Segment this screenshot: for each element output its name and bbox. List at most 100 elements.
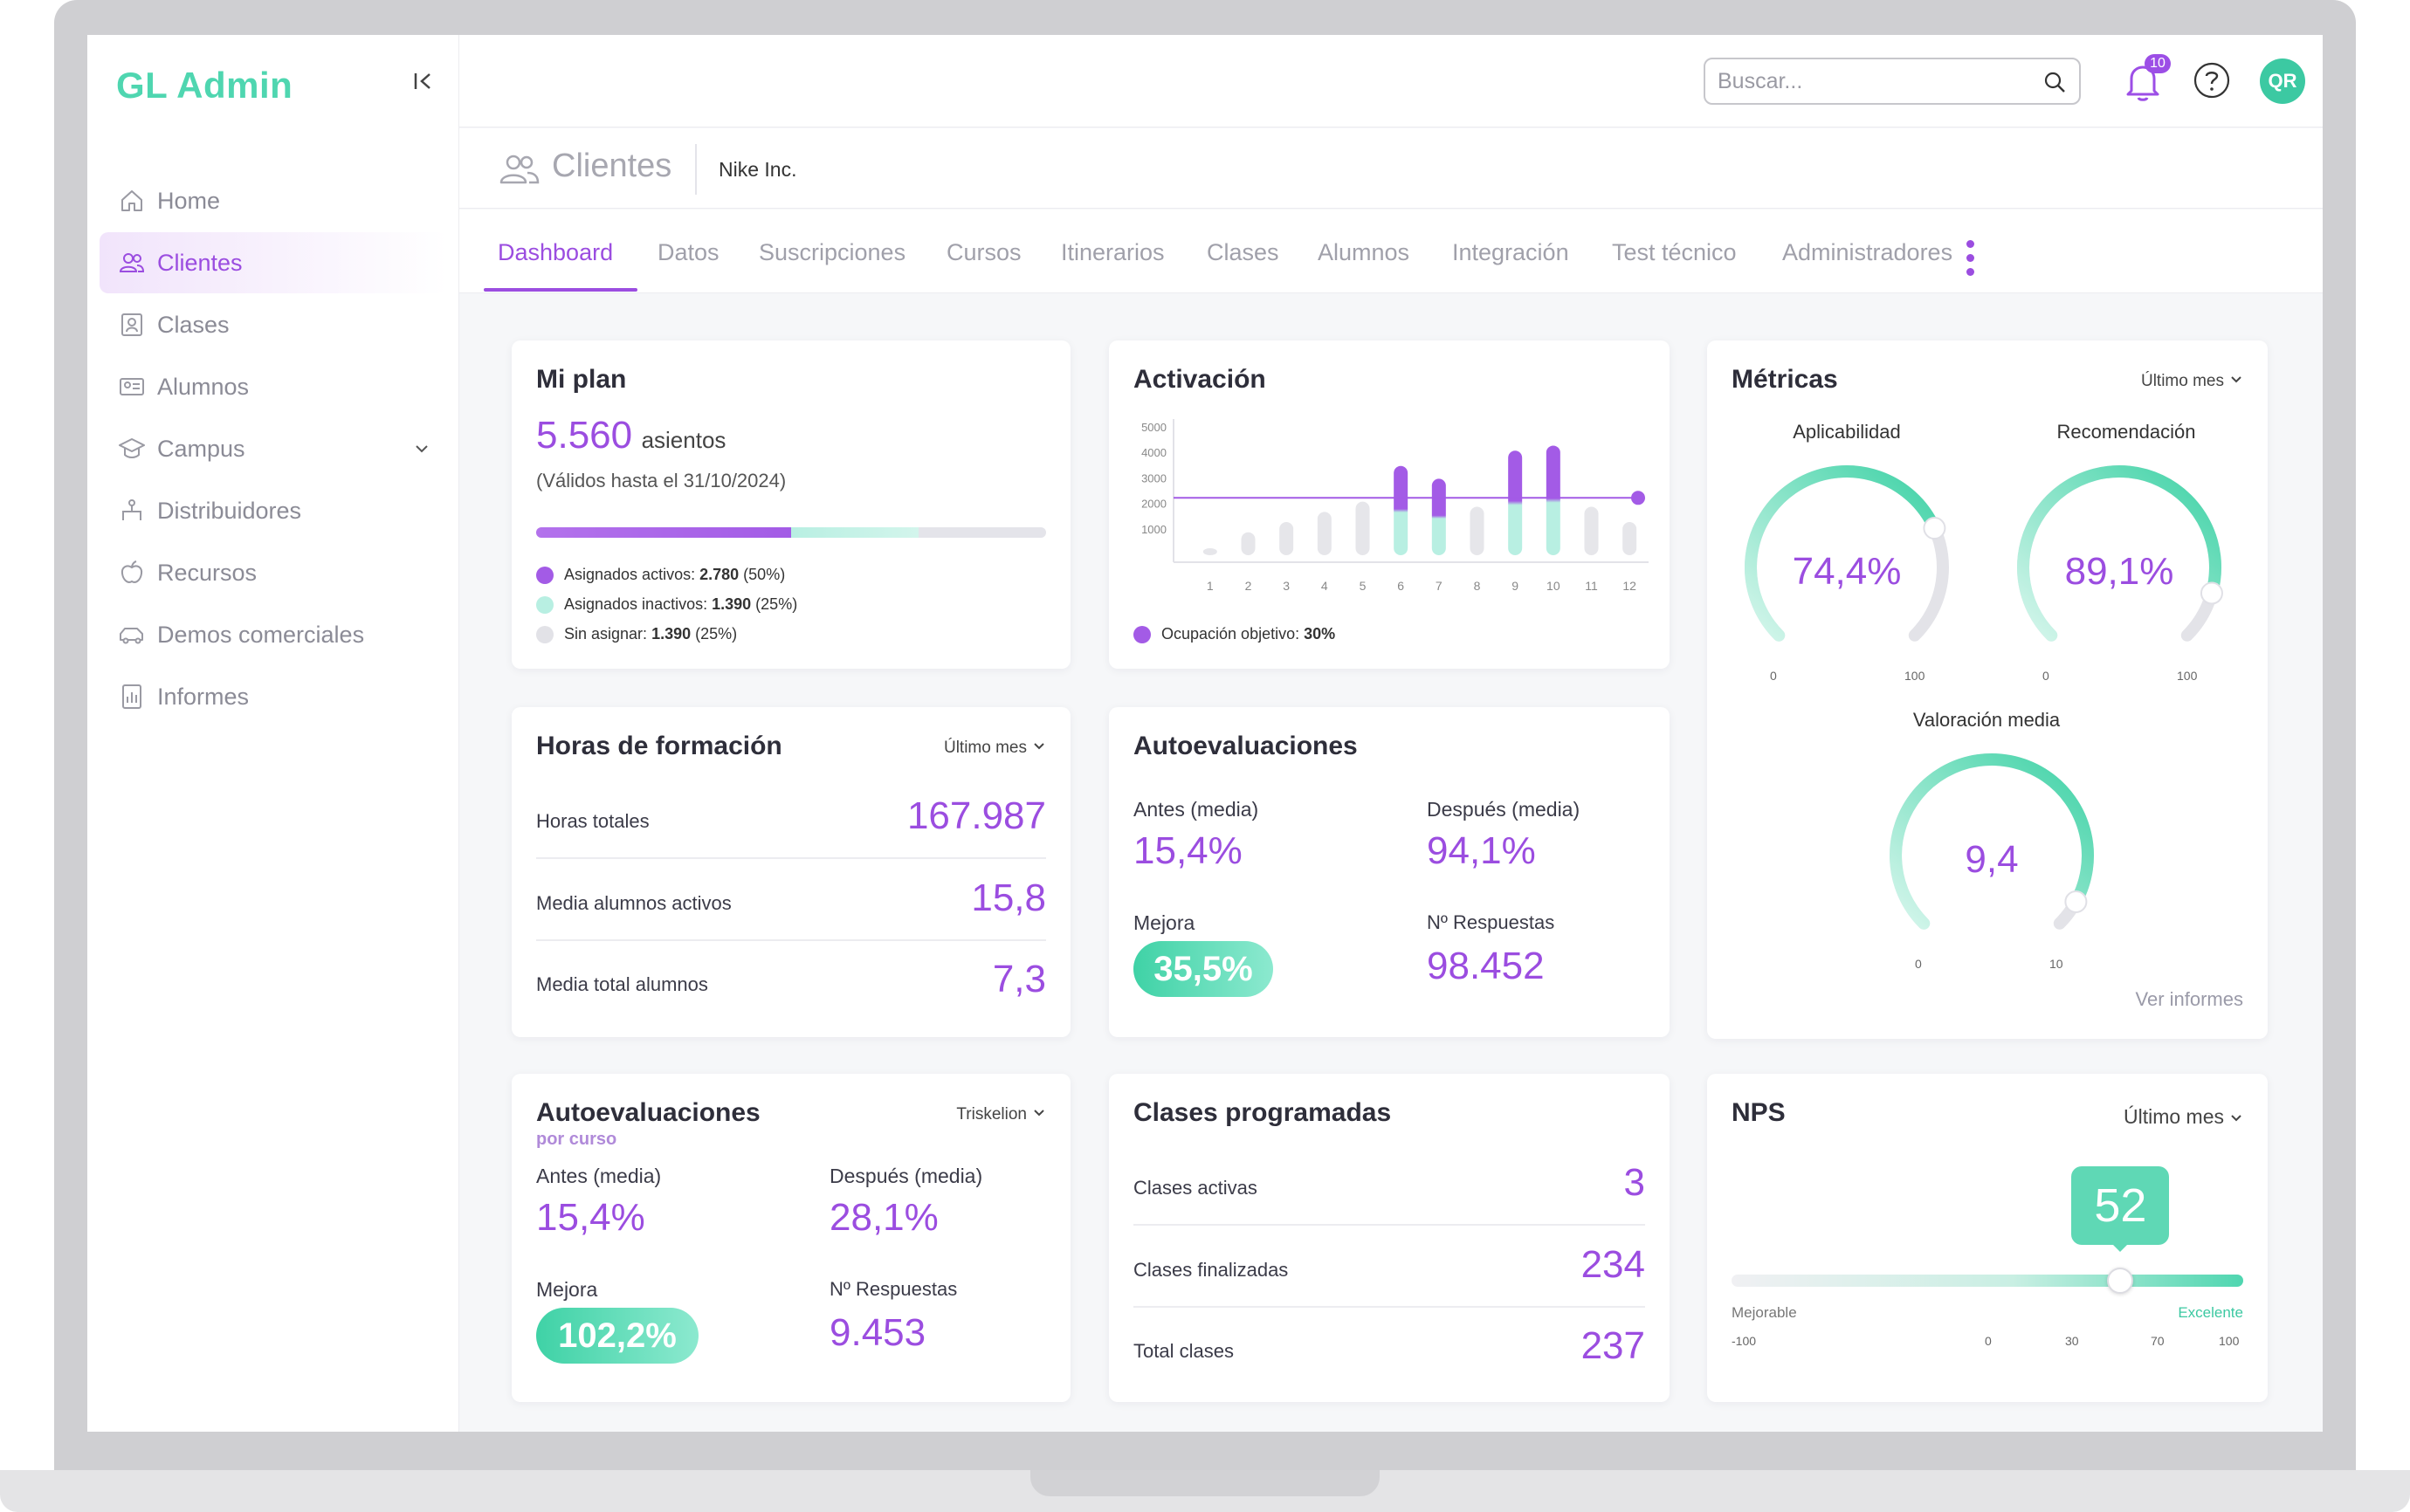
seats-unit: asientos [641, 427, 726, 453]
gauge-fill [2017, 465, 2221, 642]
screen: GL Admin Home Clientes Clases Alumnos [87, 35, 2323, 1432]
sidebar-nav: Home Clientes Clases Alumnos Campus [100, 170, 447, 728]
sidebar-item-demos[interactable]: Demos comerciales [100, 604, 447, 665]
x-tick-label: 12 [1622, 579, 1636, 593]
hierarchy-icon [117, 496, 147, 526]
legend-dot [536, 625, 554, 643]
card-title: Autoevaluaciones [1133, 732, 1358, 760]
dropdown-value: Último mes [943, 739, 1027, 758]
tab-cursos[interactable]: Cursos [947, 239, 1022, 265]
gauge-knob [1923, 517, 1946, 540]
help-icon[interactable] [2193, 61, 2231, 100]
tab-administradores[interactable]: Administradores [1782, 239, 1953, 265]
sidebar-item-clientes[interactable]: Clientes [100, 232, 447, 293]
search-icon[interactable] [2042, 70, 2067, 99]
sidebar-item-campus[interactable]: Campus [100, 418, 447, 479]
row-label: Media total alumnos [536, 973, 708, 995]
dropdown-value: Último mes [2123, 1105, 2224, 1128]
sidebar-item-alumnos[interactable]: Alumnos [100, 356, 447, 417]
bar [1622, 522, 1637, 555]
search-input[interactable] [1705, 59, 2020, 103]
tab-datos[interactable]: Datos [658, 239, 720, 265]
search-box [1704, 58, 2081, 105]
gauge-fill [1890, 753, 2094, 930]
users-icon [498, 151, 541, 190]
metrics-card: Métricas Último mes Aplicabilidad 74,4% … [1707, 340, 2268, 1039]
course-dropdown[interactable]: Triskelion [956, 1105, 1046, 1124]
period-dropdown[interactable]: Último mes [2141, 372, 2243, 391]
x-tick-label: 1 [1207, 579, 1214, 593]
tab-alumnos[interactable]: Alumnos [1318, 239, 1410, 265]
legend-pct: (50%) [743, 566, 786, 583]
legend-label: Ocupación objetivo: [1161, 625, 1300, 643]
nps-card: NPS Último mes 52 Mejorable Excelente -1… [1707, 1074, 2268, 1402]
period-dropdown[interactable]: Último mes [944, 739, 1046, 758]
bar [1241, 532, 1256, 555]
after-value: 94,1% [1427, 829, 1536, 872]
y-tick-label: 2000 [1141, 498, 1167, 511]
chevron-down-icon [2229, 372, 2243, 391]
after-label: Después (media) [830, 1165, 983, 1187]
nps-bubble-tail [2110, 1241, 2131, 1252]
gauge-knob [2064, 890, 2088, 913]
gauge-label: Valoración media [1912, 709, 2061, 731]
bar [1202, 548, 1217, 555]
bar [1279, 522, 1294, 555]
nps-tick: -100 [1732, 1334, 1757, 1348]
avatar[interactable]: QR [2260, 58, 2305, 104]
sidebar-item-label: Distribuidores [157, 497, 302, 524]
nps-value-bubble: 52 [2071, 1166, 2170, 1245]
chevron-down-icon [1032, 1105, 1046, 1124]
nps-tick: 100 [2219, 1334, 2240, 1348]
tab-suscripciones[interactable]: Suscripciones [759, 239, 906, 265]
bar [1470, 506, 1484, 555]
tab-test-tecnico[interactable]: Test técnico [1612, 239, 1737, 265]
activation-card: Activación 5000 4000 3000 2000 1000 1 2 3 4 5 6 7 8 9… [1109, 340, 1670, 669]
sidebar-item-clases[interactable]: Clases [100, 294, 447, 355]
divider [1133, 1224, 1645, 1226]
client-name: Nike Inc. [719, 158, 797, 181]
sidebar-item-home[interactable]: Home [100, 170, 447, 231]
tab-clases[interactable]: Clases [1207, 239, 1279, 265]
gauge-valoracion [1890, 753, 2094, 930]
sidebar-item-informes[interactable]: Informes [100, 666, 447, 727]
responses-value: 98.452 [1427, 945, 1545, 987]
bell-icon[interactable] [2123, 59, 2163, 103]
inactive-segment [791, 527, 919, 538]
chevron-down-icon [2229, 1106, 2243, 1130]
app-logo[interactable]: GL Admin [116, 65, 293, 106]
view-reports-link[interactable]: Ver informes [2135, 988, 2244, 1010]
before-value: 15,4% [1133, 829, 1243, 872]
sidebar-item-label: Recursos [157, 559, 258, 586]
card-title: Métricas [1732, 365, 1838, 394]
legend-value: 2.780 [699, 566, 740, 583]
hours-card: Horas de formación Último mes Horas tota… [512, 707, 1071, 1037]
more-options-icon[interactable] [1966, 240, 1975, 282]
tab-itinerarios[interactable]: Itinerarios [1061, 239, 1165, 265]
sidebar-item-recursos[interactable]: Recursos [100, 542, 447, 603]
tab-dashboard[interactable]: Dashboard [498, 239, 614, 265]
chevron-down-icon[interactable] [412, 437, 431, 464]
before-value: 15,4% [536, 1196, 645, 1239]
x-tick-label: 5 [1360, 579, 1367, 593]
row-label: Media alumnos activos [536, 892, 732, 914]
legend-value: 1.390 [712, 595, 752, 613]
x-tick-label: 4 [1321, 579, 1328, 593]
bar [1546, 445, 1560, 555]
seats-progress-bar [536, 527, 1046, 538]
sidebar-item-distribuidores[interactable]: Distribuidores [100, 480, 447, 541]
row-value: 167.987 [906, 794, 1046, 837]
notification-badge: 10 [2145, 54, 2171, 73]
tab-integracion[interactable]: Integración [1452, 239, 1569, 265]
gauge-value: 74,4% [1792, 550, 1902, 593]
nps-tick: 30 [2065, 1334, 2079, 1348]
period-dropdown[interactable]: Último mes [2124, 1105, 2243, 1130]
x-tick-label: 7 [1436, 579, 1443, 593]
legend-label: Asignados activos: [564, 566, 696, 583]
row-value: 3 [1623, 1161, 1645, 1204]
apple-icon [117, 558, 147, 588]
sidebar-item-label: Campus [157, 435, 245, 462]
collapse-sidebar-icon[interactable] [412, 70, 435, 99]
selfeval-card: Autoevaluaciones Antes (media) 15,4% Des… [1109, 707, 1670, 1037]
